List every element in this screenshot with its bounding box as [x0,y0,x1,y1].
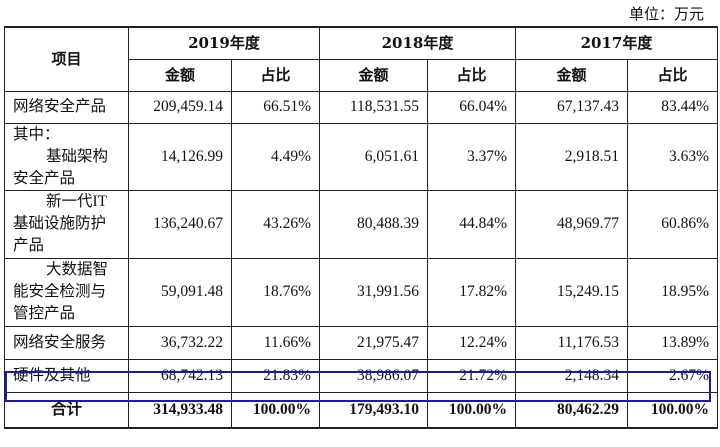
row-label-line: 网络安全服务 [13,333,107,351]
ratio-cell: 60.86% [627,189,718,259]
header-year-2018: 2018年度 [319,26,516,60]
ratio-cell: 83.44% [627,90,718,124]
amount-cell: 11,176.53 [515,325,628,360]
ratio-cell: 44.84% [427,189,516,259]
ratio-cell: 66.04% [427,90,516,124]
ratio-cell: 21.83% [231,358,320,393]
header-amount: 金额 [319,58,428,92]
amount-cell: 14,126.99 [128,122,232,191]
table-row: 网络安全服务 36,732.22 11.66% 21,975.47 12.24% 11,1… [4,325,718,360]
row-label: 新一代IT 基础设施防护 产品 [4,189,129,259]
unit-label: 单位：万元 [628,5,704,23]
row-label-line: 产品 [13,237,45,254]
ratio-cell: 18.95% [627,257,718,327]
amount-cell: 6,051.61 [319,122,428,191]
amount-cell: 36,732.22 [128,325,232,360]
header-ratio: 占比 [627,58,718,92]
ratio-cell: 12.24% [427,325,516,360]
ratio-cell: 3.63% [627,122,718,191]
table-row: 网络安全产品 209,459.14 66.51% 118,531.55 66.04% 67… [4,90,718,124]
row-label: 硬件及其他 [4,358,129,393]
row-label-line: 基础架构 [46,147,109,165]
table-row: 大数据智 能安全检测与 管控产品 59,091.48 18.76% 31,991.56 17… [4,257,718,327]
row-label: 大数据智能安全检测与 管控产品 [4,257,129,327]
table-row: 新一代IT 基础设施防护 产品 136,240.67 43.26% 80,488.39 44… [4,189,718,259]
table-row: 其中： 基础架构安全产品 14,126.99 4.49% 6,051.61 3.37% 2,… [4,122,718,191]
row-label-line: 安全产品 [13,169,76,187]
ratio-cell: 11.66% [231,325,320,360]
row-label: 网络安全产品 [4,90,129,124]
header-amount: 金额 [515,58,628,92]
row-label-line: 基础设施防护 [13,215,107,232]
row-label: 其中： 基础架构安全产品 [4,122,129,191]
total-amount-cell: 179,493.10 [319,391,428,429]
ratio-cell: 18.76% [231,257,320,327]
amount-cell: 15,249.15 [515,257,628,327]
amount-cell: 68,742.13 [128,358,232,393]
header-year-2019: 2019年度 [128,26,320,60]
ratio-cell: 66.51% [231,90,320,124]
ratio-cell: 4.49% [231,122,320,191]
header-year-2017: 2017年度 [515,26,718,60]
ratio-cell: 17.82% [427,257,516,327]
amount-cell: 80,488.39 [319,189,428,259]
row-label-line: 管控产品 [13,305,76,322]
amount-cell: 2,918.51 [515,122,628,191]
amount-cell: 209,459.14 [128,90,232,124]
amount-cell: 31,991.56 [319,257,428,327]
total-ratio-cell: 100.00% [627,391,718,429]
row-label: 网络安全服务 [4,325,129,360]
ratio-cell: 21.72% [427,358,516,393]
row-label-line: 能安全检测与 [13,283,107,300]
amount-cell: 38,986.07 [319,358,428,393]
amount-cell: 67,137.43 [515,90,628,124]
total-amount-cell: 314,933.48 [128,391,232,429]
row-label-line: 硬件及其他 [13,366,91,384]
header-ratio: 占比 [427,58,516,92]
revenue-table: 项目 2019年度 2018年度 2017年度 金额 占比 金额 占比 金额 占… [4,26,718,429]
total-label: 合计 [4,391,129,429]
header-item: 项目 [4,26,129,92]
ratio-cell: 2.67% [627,358,718,393]
row-label-line: 网络安全产品 [13,98,107,115]
amount-cell: 118,531.55 [319,90,428,124]
ratio-cell: 13.89% [627,325,718,360]
total-row: 合计 314,933.48 100.00% 179,493.10 100.00% 80,4… [4,391,718,429]
total-amount-cell: 80,462.29 [515,391,628,429]
amount-cell: 136,240.67 [128,189,232,259]
ratio-cell: 3.37% [427,122,516,191]
amount-cell: 59,091.48 [128,257,232,327]
ratio-cell: 43.26% [231,189,320,259]
table-row: 硬件及其他 68,742.13 21.83% 38,986.07 21.72% 2,148… [4,358,718,393]
amount-cell: 48,969.77 [515,189,628,259]
row-label-line: 新一代IT [46,193,108,210]
header-ratio: 占比 [231,58,320,92]
total-ratio-cell: 100.00% [231,391,320,429]
row-label-line: 其中： [13,125,60,143]
amount-cell: 21,975.47 [319,325,428,360]
header-amount: 金额 [128,58,232,92]
total-ratio-cell: 100.00% [427,391,516,429]
row-label-line: 大数据智 [46,261,109,278]
amount-cell: 2,148.34 [515,358,628,393]
